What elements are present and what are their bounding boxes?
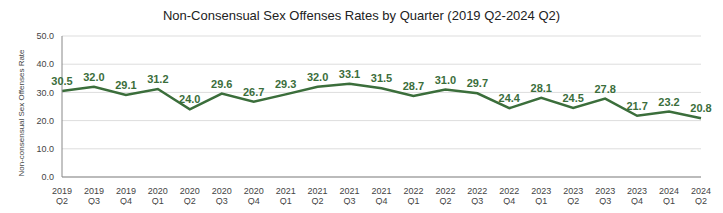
svg-text:10.0: 10.0 (36, 144, 54, 154)
svg-text:29.3: 29.3 (275, 78, 296, 90)
svg-text:32.0: 32.0 (83, 71, 104, 83)
svg-text:2020Q1: 2020Q1 (148, 186, 168, 205)
svg-text:40.0: 40.0 (36, 59, 54, 69)
svg-text:31.2: 31.2 (147, 73, 168, 85)
svg-text:29.1: 29.1 (115, 79, 136, 91)
svg-text:33.1: 33.1 (339, 68, 360, 80)
svg-text:Non-consensual Sex Offenses Ra: Non-consensual Sex Offenses Rate (17, 49, 26, 177)
svg-text:2019Q4: 2019Q4 (116, 186, 136, 205)
svg-text:31.5: 31.5 (371, 72, 392, 84)
svg-text:2023Q1: 2023Q1 (531, 186, 551, 205)
svg-text:24.0: 24.0 (179, 93, 200, 105)
svg-text:29.7: 29.7 (467, 77, 488, 89)
svg-text:2023Q3: 2023Q3 (595, 186, 615, 205)
svg-text:2021Q4: 2021Q4 (371, 186, 391, 205)
svg-text:24.5: 24.5 (562, 92, 583, 104)
svg-text:2024Q2: 2024Q2 (691, 186, 711, 205)
svg-text:2021Q2: 2021Q2 (308, 186, 328, 205)
svg-text:2022Q1: 2022Q1 (403, 186, 423, 205)
svg-text:20.0: 20.0 (36, 116, 54, 126)
svg-text:23.2: 23.2 (658, 96, 679, 108)
svg-text:30.0: 30.0 (36, 88, 54, 98)
svg-text:50.0: 50.0 (36, 31, 54, 41)
svg-text:31.0: 31.0 (435, 74, 456, 86)
svg-text:30.5: 30.5 (51, 75, 72, 87)
svg-text:2019Q3: 2019Q3 (84, 186, 104, 205)
svg-text:27.8: 27.8 (594, 83, 615, 95)
svg-text:2022Q3: 2022Q3 (467, 186, 487, 205)
html-text:Non-Consensual Sex Offenses Ra: Non-Consensual Sex Offenses Rates by Qua… (162, 8, 561, 23)
svg-text:29.6: 29.6 (211, 78, 232, 90)
svg-text:2019Q2: 2019Q2 (52, 186, 72, 205)
svg-text:0.0: 0.0 (41, 172, 54, 182)
svg-text:2023Q2: 2023Q2 (563, 186, 583, 205)
svg-text:2022Q2: 2022Q2 (435, 186, 455, 205)
svg-text:2020Q4: 2020Q4 (244, 186, 264, 205)
svg-text:26.7: 26.7 (243, 86, 264, 98)
svg-text:2022Q4: 2022Q4 (499, 186, 519, 205)
svg-text:28.1: 28.1 (531, 82, 552, 94)
svg-text:2024Q1: 2024Q1 (659, 186, 679, 205)
svg-text:32.0: 32.0 (307, 71, 328, 83)
svg-text:28.7: 28.7 (403, 80, 424, 92)
svg-text:2020Q2: 2020Q2 (180, 186, 200, 205)
svg-text:21.7: 21.7 (626, 100, 647, 112)
svg-text:2021Q1: 2021Q1 (276, 186, 296, 205)
svg-text:20.8: 20.8 (690, 102, 711, 114)
svg-text:2023Q4: 2023Q4 (627, 186, 647, 205)
svg-text:2021Q3: 2021Q3 (340, 186, 360, 205)
svg-text:24.4: 24.4 (499, 92, 521, 104)
svg-text:2020Q3: 2020Q3 (212, 186, 232, 205)
